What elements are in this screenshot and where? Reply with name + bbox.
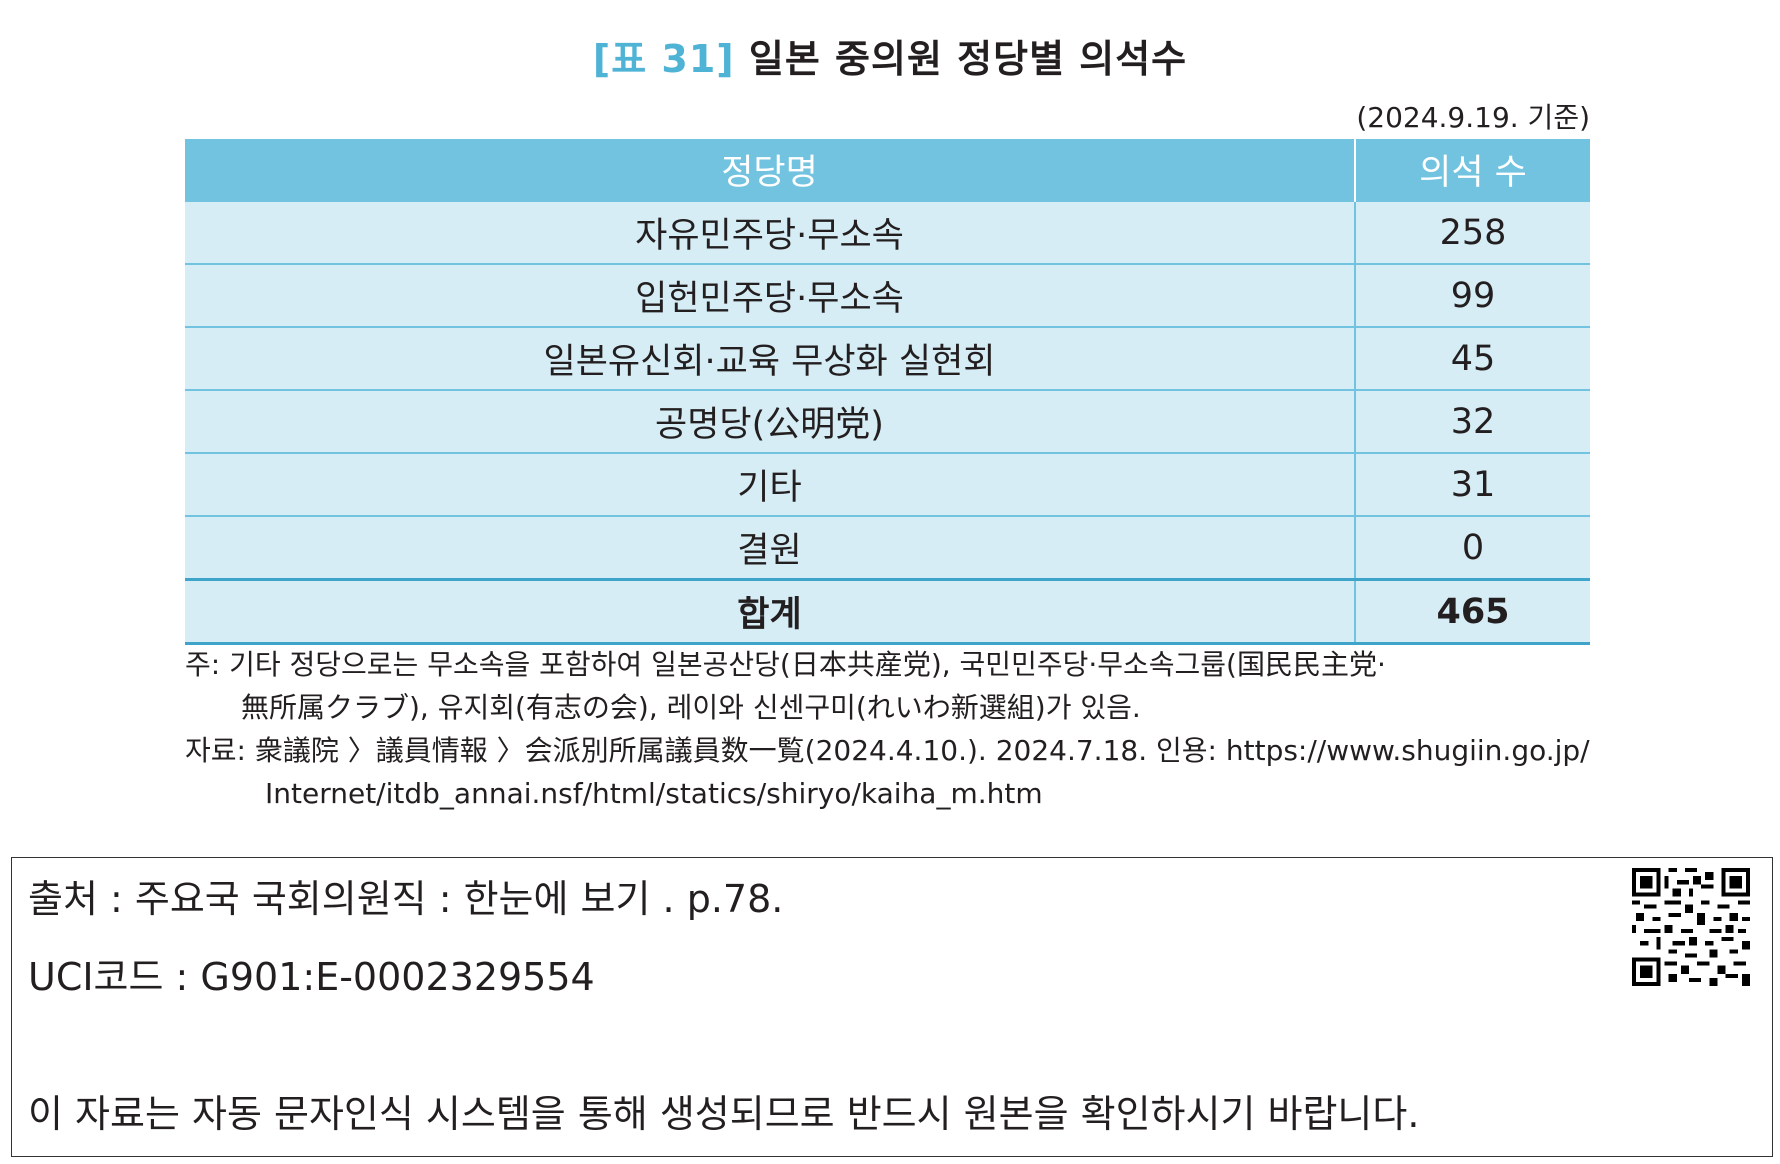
table-row: 기타 31 [185, 452, 1590, 516]
qr-code-icon [1632, 868, 1750, 986]
seats-table: 정당명 의석 수 자유민주당·무소속 258 입헌민주당·무소속 99 일본유신… [185, 139, 1590, 645]
header-party: 정당명 [185, 139, 1355, 201]
party-name: 일본유신회·교육 무상화 실현회 [185, 326, 1355, 390]
header-seats: 의석 수 [1354, 139, 1590, 201]
party-name: 기타 [185, 452, 1355, 516]
table-number: [표 31] [592, 37, 735, 81]
source-line-1: 자료: 衆議院 〉議員情報 〉会派別所属議員数一覧(2024.4.10.). 2… [185, 734, 1590, 767]
total-row: 합계 465 [185, 578, 1590, 645]
basis-date: (2024.9.19. 기준) [1356, 101, 1590, 134]
seat-count: 31 [1354, 452, 1590, 516]
source-line-2: Internet/itdb_annai.nsf/html/statics/shi… [265, 777, 1043, 810]
total-seats: 465 [1354, 578, 1590, 645]
table-row: 공명당(公明党) 32 [185, 389, 1590, 453]
seat-count: 32 [1354, 389, 1590, 453]
party-name: 공명당(公明党) [185, 389, 1355, 453]
note-line-2: 無所属クラブ), 유지회(有志の会), 레이와 신센구미(れいわ新選組)가 있음… [241, 691, 1141, 724]
seat-count: 0 [1354, 515, 1590, 580]
table-row: 결원 0 [185, 515, 1590, 580]
table-row: 일본유신회·교육 무상화 실현회 45 [185, 326, 1590, 390]
table-header-row: 정당명 의석 수 [185, 139, 1590, 201]
total-label: 합계 [185, 578, 1355, 645]
ocr-disclaimer: 이 자료는 자동 문자인식 시스템을 통해 생성되므로 반드시 원본을 확인하시… [28, 1092, 1420, 1136]
party-name: 결원 [185, 515, 1355, 580]
citation-text: 출처 : 주요국 국회의원직 : 한눈에 보기 . p.78. [28, 877, 784, 921]
table-row: 자유민주당·무소속 258 [185, 200, 1590, 264]
table-notes: 주: 기타 정당으로는 무소속을 포함하여 일본공산당(日本共産党), 국민민주… [185, 643, 1590, 815]
table-row: 입헌민주당·무소속 99 [185, 263, 1590, 327]
party-name: 자유민주당·무소속 [185, 200, 1355, 264]
seat-count: 45 [1354, 326, 1590, 390]
seat-count: 99 [1354, 263, 1590, 327]
source-box: 출처 : 주요국 국회의원직 : 한눈에 보기 . p.78. UCI코드 : … [11, 857, 1773, 1157]
seat-count: 258 [1354, 200, 1590, 264]
table-title-text: 일본 중의원 정당별 의석수 [748, 37, 1188, 81]
note-line-1: 주: 기타 정당으로는 무소속을 포함하여 일본공산당(日本共産党), 국민민주… [185, 648, 1386, 681]
uci-code: UCI코드 : G901:E-0002329554 [28, 955, 595, 999]
party-name: 입헌민주당·무소속 [185, 263, 1355, 327]
table-title: [표 31] 일본 중의원 정당별 의석수 [0, 28, 1780, 83]
